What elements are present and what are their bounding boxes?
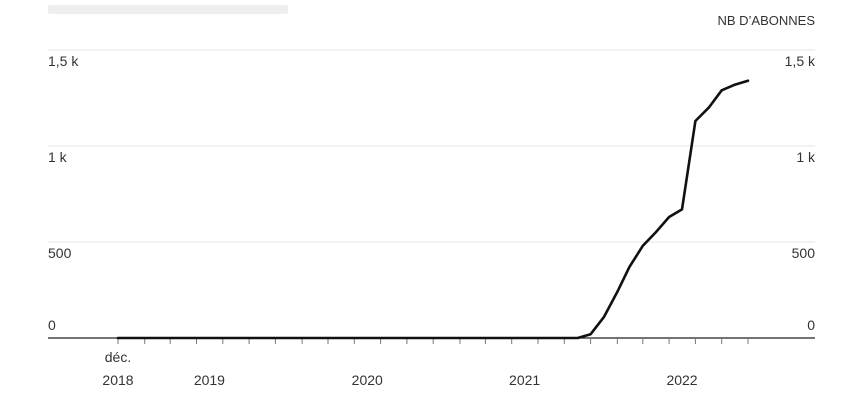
series-layer xyxy=(116,79,750,340)
y-tick-label-left: 500 xyxy=(48,245,72,261)
x-tick-label-year: 2019 xyxy=(194,372,225,388)
y-tick-label-left: 0 xyxy=(48,317,56,333)
label-layer: 0 0 500 500 1 k 1 k 1,5 k 1,5 k déc. 2018 2019 2020… xyxy=(48,53,816,388)
y-tick-label-left: 1 k xyxy=(48,149,68,165)
x-tick-label-month: déc. xyxy=(105,349,131,365)
y-tick-label-right: 1,5 k xyxy=(785,53,816,69)
x-tick-label-year: 2020 xyxy=(352,372,383,388)
right-axis-title: NB D’ABONNES xyxy=(717,13,815,28)
series-line xyxy=(116,79,750,340)
title-placeholder-bar xyxy=(48,5,288,14)
grid-layer xyxy=(48,49,815,243)
y-tick-label-right: 1 k xyxy=(796,149,816,165)
y-tick-label-left: 1,5 k xyxy=(48,53,79,69)
x-tick-label-year: 2022 xyxy=(666,372,697,388)
x-tick-label-year: 2021 xyxy=(509,372,540,388)
x-tick-label-year: 2018 xyxy=(102,372,133,388)
y-tick-label-right: 0 xyxy=(807,317,815,333)
y-tick-label-right: 500 xyxy=(792,245,816,261)
